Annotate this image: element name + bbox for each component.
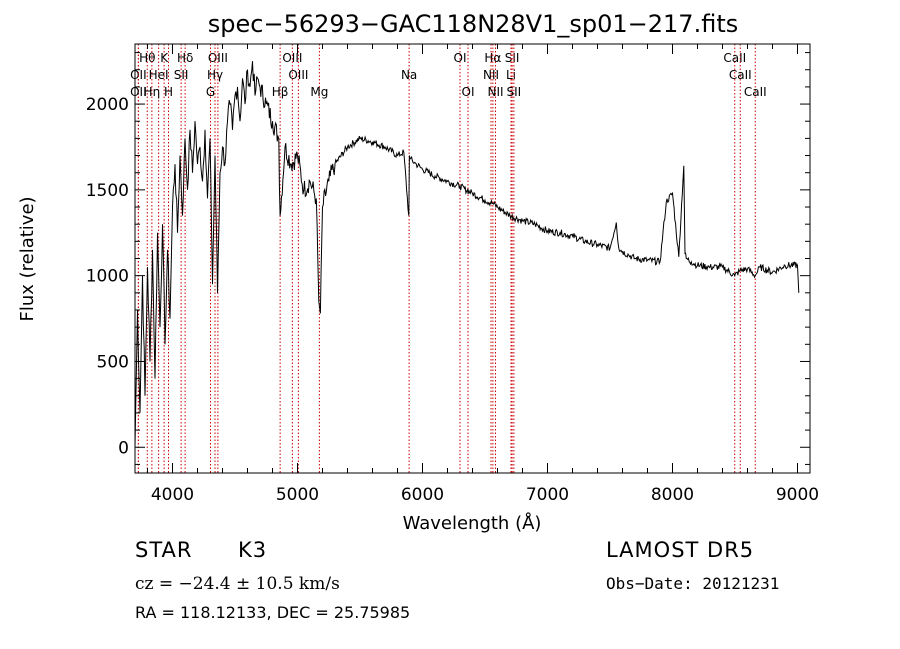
line-marker-label-20: SII <box>505 51 520 65</box>
y-tick-label-0: 0 <box>118 438 129 458</box>
line-marker-label-2: Hδ <box>177 51 193 65</box>
x-tick-label-2: 6000 <box>401 485 444 505</box>
x-axis-label: Wavelength (Å) <box>403 512 542 534</box>
line-marker-label-13: OIII <box>288 68 308 82</box>
line-marker-label-14: Hβ <box>272 85 289 99</box>
x-tick-label-3: 7000 <box>526 485 569 505</box>
line-marker-label-4: HeI <box>149 68 169 82</box>
object-subclass: K3 <box>238 538 268 562</box>
line-marker-label-21: NII <box>483 68 499 82</box>
line-marker-label-25: CaII <box>723 51 746 65</box>
line-marker-label-7: Hη <box>144 85 161 99</box>
y-tick-label-3: 1500 <box>86 181 129 201</box>
line-marker-label-6: OII <box>130 85 147 99</box>
line-marker-label-11: G <box>206 85 215 99</box>
line-marker-label-26: CaII <box>729 68 752 82</box>
line-marker-label-22: Li <box>506 68 516 82</box>
line-marker-label-8: H <box>164 85 173 99</box>
line-marker-label-1: K <box>160 51 169 65</box>
object-class: STAR <box>135 538 193 562</box>
line-marker-label-19: Hα <box>484 51 501 65</box>
chart-title: spec−56293−GAC118N28V1_sp01−217.fits <box>208 10 738 38</box>
line-marker-label-17: OI <box>454 51 467 65</box>
x-tick-label-1: 5000 <box>276 485 319 505</box>
line-marker-label-23: NII <box>487 85 503 99</box>
spectrum-line <box>134 61 800 448</box>
axes: 4000 5000 6000 7000 8000 9000 0 500 1000 1500 2000 <box>86 44 819 505</box>
line-marker-label-16: Na <box>401 68 417 82</box>
line-marker-label-9: OIII <box>208 51 228 65</box>
y-tick-label-1: 500 <box>97 352 129 372</box>
line-marker-label-3: OII <box>130 68 147 82</box>
y-tick-label-2: 1000 <box>86 267 129 287</box>
line-marker-label-18: OI <box>462 85 475 99</box>
line-marker-label-15: Mg <box>310 85 328 99</box>
y-axis-label: Flux (relative) <box>17 196 38 321</box>
plot-frame <box>134 43 811 474</box>
x-tick-label-4: 8000 <box>651 485 694 505</box>
redshift-line: cz = −24.4 ± 10.5 km/s <box>135 574 340 594</box>
observation-date: Obs−Date: 20121231 <box>606 574 780 593</box>
survey-name: LAMOST DR5 <box>606 538 755 562</box>
y-tick-label-4: 2000 <box>86 95 129 115</box>
x-tick-label-5: 9000 <box>776 485 819 505</box>
line-marker-label-12: OIII <box>282 51 302 65</box>
line-marker-label-27: CaII <box>744 85 767 99</box>
line-marker-label-24: SII <box>507 85 522 99</box>
line-marker-label-0: Hθ <box>139 51 155 65</box>
line-marker-label-10: Hγ <box>207 68 223 82</box>
x-tick-label-0: 4000 <box>151 485 194 505</box>
line-marker-label-5: SII <box>174 68 189 82</box>
coordinates-line: RA = 118.12133, DEC = 25.75985 <box>135 603 411 622</box>
